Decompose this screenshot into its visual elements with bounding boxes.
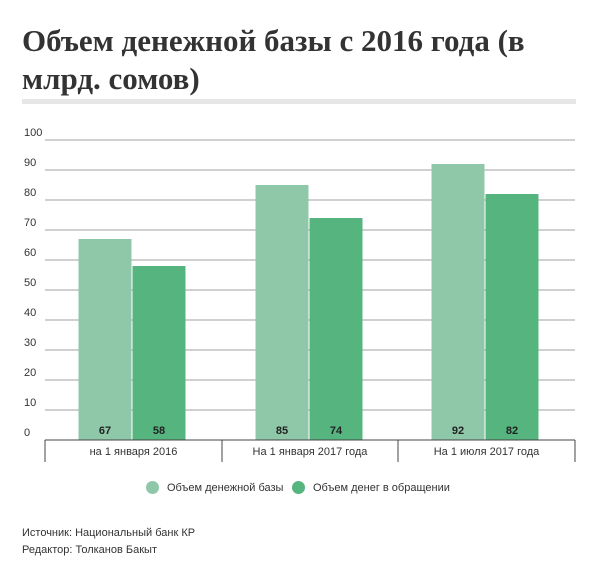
y-tick-label: 40	[24, 307, 36, 319]
bar	[132, 266, 186, 440]
bar	[309, 218, 363, 440]
y-tick-label: 50	[24, 277, 36, 289]
bar-value-label: 82	[506, 425, 518, 437]
y-tick-label: 80	[24, 187, 36, 199]
legend-item-series-2: Объем денег в обращении	[292, 481, 450, 494]
chart-title: Объем денежной базы с 2016 года (в млрд.…	[22, 23, 525, 96]
legend-swatch-series-1	[146, 481, 159, 494]
y-tick-label: 0	[24, 427, 30, 439]
y-tick-label: 20	[24, 367, 36, 379]
bar	[485, 194, 539, 440]
bar-value-label: 67	[99, 425, 111, 437]
legend-item-series-1: Объем денежной базы	[146, 481, 283, 494]
legend-label-series-2: Объем денег в обращении	[313, 481, 450, 494]
y-tick-label: 60	[24, 247, 36, 259]
x-tick-label: На 1 января 2017 года	[253, 446, 369, 458]
bar	[255, 185, 309, 440]
bar-value-label: 92	[452, 425, 464, 437]
x-tick-label: на 1 января 2016	[90, 446, 178, 458]
y-tick-label: 100	[24, 127, 42, 139]
y-tick-label: 90	[24, 157, 36, 169]
bar	[78, 239, 132, 440]
legend-swatch-series-2	[292, 481, 305, 494]
bar-value-label: 58	[153, 425, 165, 437]
editor-note: Редактор: Толканов Бакыт	[22, 544, 157, 556]
bar-value-label: 74	[330, 425, 343, 437]
legend-label-series-1: Объем денежной базы	[167, 481, 284, 494]
chart-legend: Объем денежной базы Объем денег в обраще…	[0, 481, 600, 501]
y-tick-label: 30	[24, 337, 36, 349]
bar	[431, 164, 485, 440]
y-tick-label: 10	[24, 397, 36, 409]
x-tick-label: На 1 июля 2017 года	[434, 446, 540, 458]
y-tick-label: 70	[24, 217, 36, 229]
bar-value-label: 85	[276, 425, 288, 437]
title-underline	[22, 99, 576, 104]
bar-chart: 0 10 20 30 40 50 60 70 80 90 100 67 58 85 74 92 82 на 1 я…	[24, 127, 576, 462]
source-note: Источник: Национальный банк КР	[22, 527, 196, 539]
